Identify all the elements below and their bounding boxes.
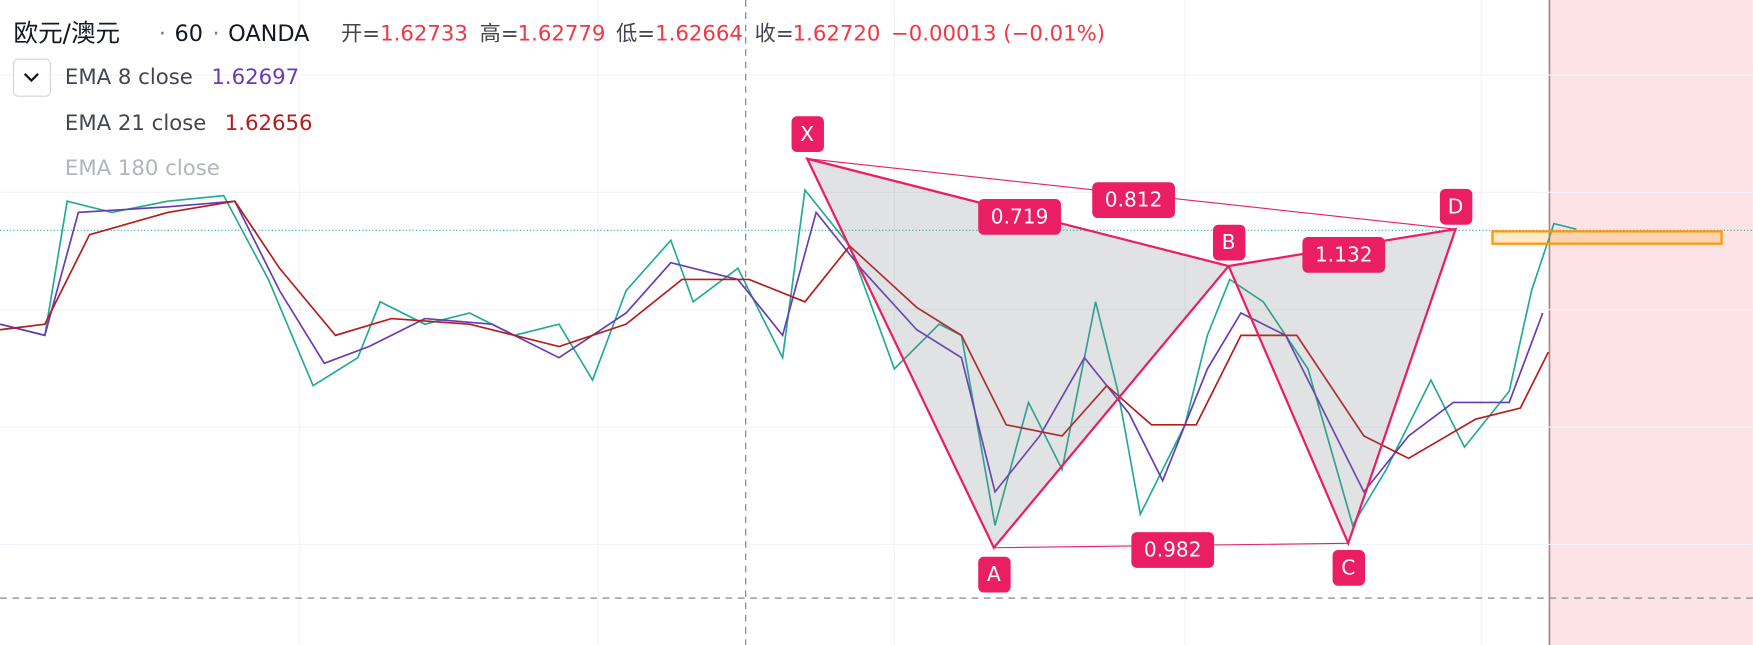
point-label: C xyxy=(1341,555,1355,579)
point-label: X xyxy=(800,122,814,146)
indicator-legend: EMA 8 close 1.62697 EMA 21 close 1.62656… xyxy=(12,58,313,181)
change: −0.00013 (−0.01%) xyxy=(891,22,1105,47)
price-path xyxy=(0,187,1577,528)
open-label: 开= xyxy=(341,22,380,47)
separator: · xyxy=(159,21,166,47)
point-label: B xyxy=(1222,230,1236,254)
indicator-value: 1.62697 xyxy=(211,65,299,90)
separator: · xyxy=(212,21,219,47)
ratio-label: 0.812 xyxy=(1105,188,1163,212)
indicator-name[interactable]: EMA 8 close xyxy=(65,65,193,90)
legend-header: 欧元/澳元 · 60 · OANDA 开= 1.62733 高= 1.62779… xyxy=(14,19,1106,48)
indicator-name[interactable]: EMA 180 close xyxy=(65,156,220,181)
pattern-bcd xyxy=(1227,227,1458,547)
high-label: 高= xyxy=(480,22,519,47)
ratio-labels: 0.719 0.812 1.132 0.982 xyxy=(978,182,1386,568)
exchange: OANDA xyxy=(228,21,310,47)
indicator-value: 1.62656 xyxy=(225,111,313,136)
low-label: 低= xyxy=(616,22,655,47)
indicator-name[interactable]: EMA 21 close xyxy=(65,111,206,136)
interval: 60 xyxy=(174,21,202,47)
ratio-label: 0.719 xyxy=(991,204,1049,228)
point-labels: X A B C D xyxy=(791,116,1473,593)
ratio-label: 0.982 xyxy=(1144,538,1202,562)
close-label: 收= xyxy=(755,22,794,47)
session-shade xyxy=(1549,0,1753,645)
close-value: 1.62720 xyxy=(793,22,881,47)
chevron xyxy=(23,72,39,83)
point-label: D xyxy=(1448,194,1464,218)
open-value: 1.62733 xyxy=(380,22,468,47)
low-value: 1.62664 xyxy=(655,22,743,47)
target-zone xyxy=(1491,230,1723,245)
symbol: 欧元/澳元 xyxy=(14,19,121,48)
ratio-label: 1.132 xyxy=(1315,242,1373,266)
point-label: A xyxy=(987,562,1001,586)
collapse-button[interactable] xyxy=(12,58,51,97)
high-value: 1.62779 xyxy=(518,22,606,47)
